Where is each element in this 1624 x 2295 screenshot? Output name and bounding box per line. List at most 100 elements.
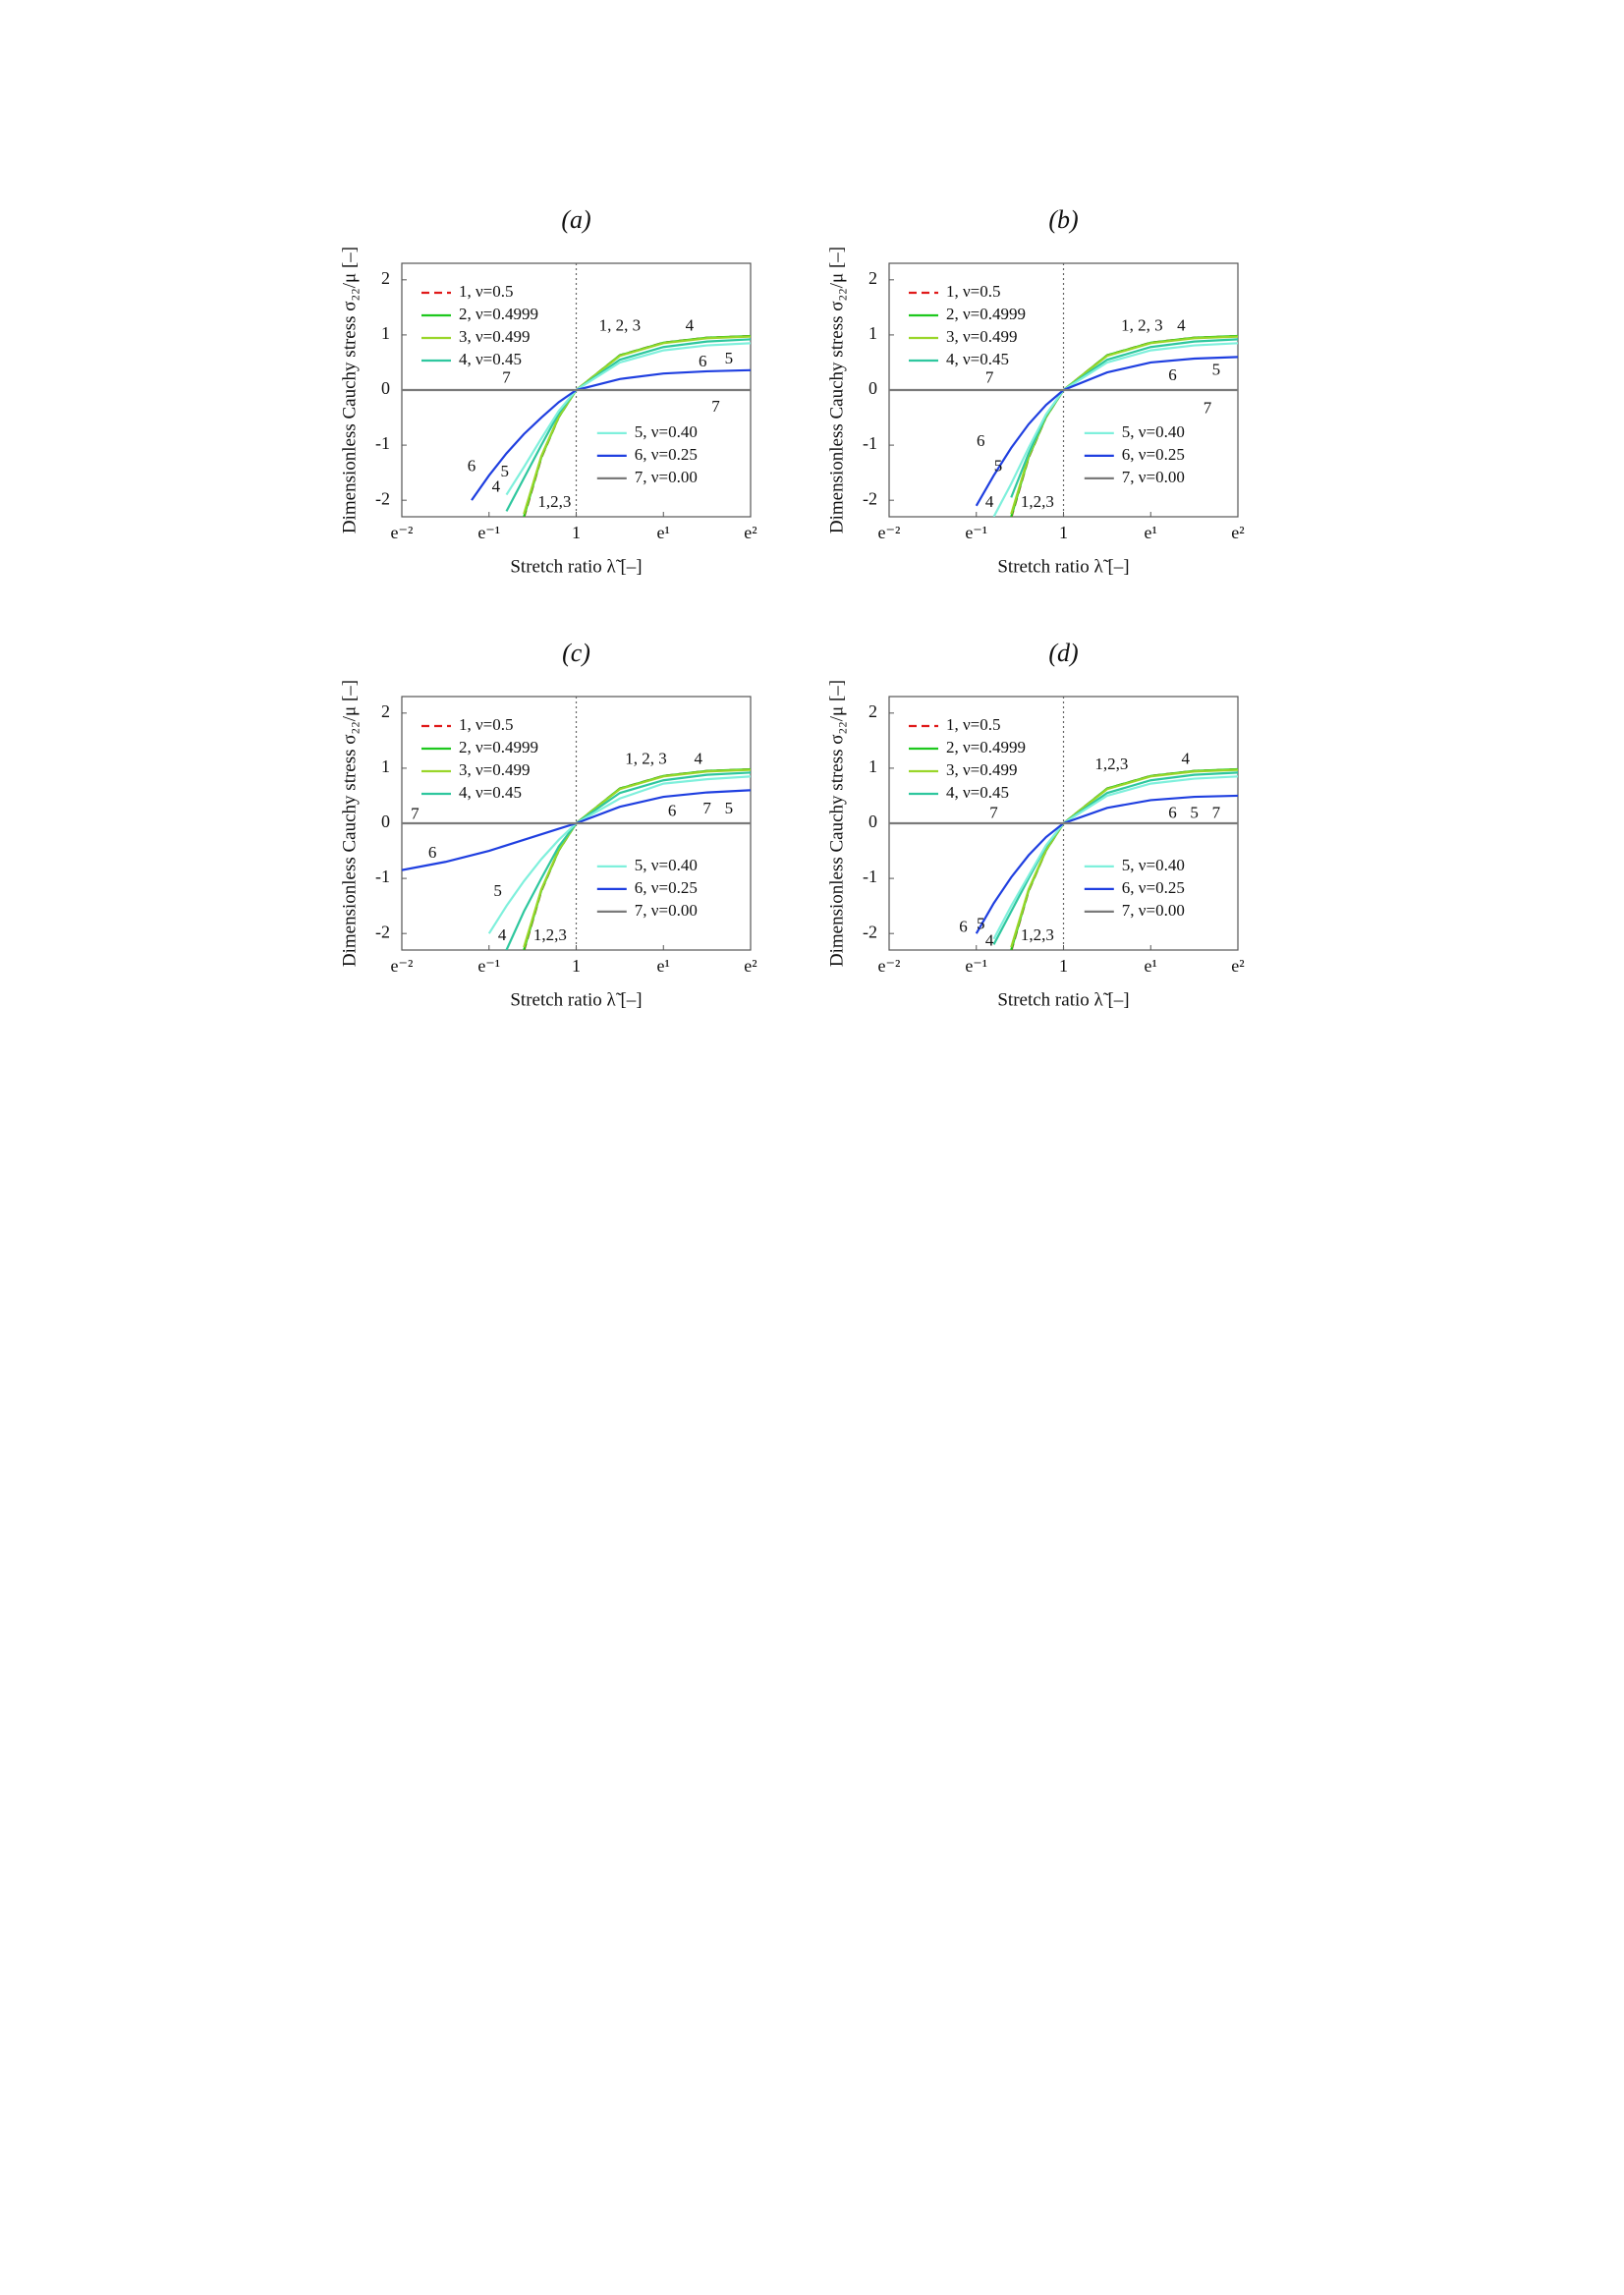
legend-label: 3, ν=0.499: [459, 760, 531, 779]
curve-label: 4: [985, 930, 994, 949]
curve-label: 5: [1212, 360, 1221, 378]
y-tick-label: 1: [381, 323, 390, 343]
curve-label: 4: [492, 477, 501, 496]
legend-label: 3, ν=0.499: [946, 327, 1018, 346]
series-line: [975, 794, 1238, 934]
series-line: [975, 356, 1238, 507]
y-tick-label: -2: [863, 922, 877, 941]
curve-label: 5: [493, 881, 502, 900]
curve-label: 1, 2, 3: [599, 315, 642, 334]
curve-label: 1, 2, 3: [625, 749, 667, 767]
x-tick-label: e⁻¹: [477, 956, 500, 976]
curve-label: 6: [959, 917, 968, 935]
x-axis-label: Stretch ratio λ̃ [–]: [510, 989, 642, 1010]
legend-label: 3, ν=0.499: [946, 760, 1018, 779]
curve-label: 5: [725, 349, 734, 367]
curve-label: 1,2,3: [1021, 925, 1054, 944]
series-line: [505, 342, 751, 496]
chart-title: (c): [562, 639, 590, 667]
x-tick-label: e⁻¹: [965, 523, 987, 542]
y-tick-label: 2: [868, 268, 877, 288]
y-tick-label: 1: [868, 756, 877, 776]
chart: (b) Stretch ratio λ̃ [–] Dimensionless Cau…: [826, 205, 1244, 577]
y-tick-label: -2: [375, 922, 390, 941]
curve-label: 1, 2, 3: [1121, 315, 1163, 334]
y-tick-label: 2: [868, 701, 877, 721]
legend-label: 2, ν=0.4999: [946, 738, 1026, 756]
y-tick-label: -1: [375, 433, 390, 453]
legend-label: 5, ν=0.40: [1122, 856, 1185, 874]
legend-label: 7, ν=0.00: [635, 468, 698, 486]
y-tick-label: 2: [381, 701, 390, 721]
y-tick-label: 1: [381, 756, 390, 776]
curve-label: 1,2,3: [533, 925, 567, 944]
curve-label: 4: [1182, 749, 1191, 767]
chart: (d) Stretch ratio λ̃ [–] Dimensionless Cau…: [826, 639, 1244, 1010]
x-tick-label: e²: [744, 956, 756, 976]
curve-label: 5: [994, 456, 1003, 475]
y-tick-label: -1: [863, 867, 877, 886]
x-tick-label: e²: [1231, 956, 1244, 976]
x-tick-label: e⁻²: [391, 956, 414, 976]
curve-label: 7: [702, 799, 711, 817]
legend-label: 2, ν=0.4999: [459, 305, 538, 323]
y-tick-label: 0: [868, 378, 877, 398]
curve-label: 1,2,3: [1094, 755, 1128, 773]
legend-label: 1, ν=0.5: [946, 282, 1001, 301]
curve-label: 5: [1190, 803, 1199, 821]
curve-label: 7: [711, 397, 720, 416]
series-line: [1010, 338, 1238, 498]
legend-label: 3, ν=0.499: [459, 327, 531, 346]
x-tick-label: e⁻¹: [965, 956, 987, 976]
legend-label: 7, ν=0.00: [1122, 468, 1185, 486]
curve-label: 5: [500, 462, 509, 480]
series-line: [992, 771, 1238, 945]
series-line: [505, 771, 751, 950]
x-tick-label: 1: [572, 523, 581, 542]
x-tick-label: e¹: [657, 523, 670, 542]
legend-label: 4, ν=0.45: [946, 783, 1009, 802]
legend-label: 5, ν=0.40: [635, 422, 698, 441]
series-line: [471, 368, 751, 501]
y-tick-label: -2: [863, 488, 877, 508]
x-tick-label: e²: [744, 523, 756, 542]
legend-label: 1, ν=0.5: [459, 715, 514, 734]
legend-label: 2, ν=0.4999: [946, 305, 1026, 323]
x-tick-label: e⁻²: [878, 523, 901, 542]
curve-label: 6: [468, 456, 476, 475]
series-line: [505, 338, 751, 512]
curve-label: 4: [498, 925, 507, 944]
y-tick-label: 0: [381, 812, 390, 831]
series-line: [992, 775, 1238, 940]
curve-label: 7: [411, 804, 420, 822]
legend-label: 5, ν=0.40: [1122, 422, 1185, 441]
y-tick-label: 1: [868, 323, 877, 343]
curve-label: 4: [1177, 315, 1186, 334]
chart: (c) Stretch ratio λ̃ [–] Dimensionless Cau…: [339, 639, 756, 1010]
curve-label: 5: [977, 915, 985, 933]
series-line: [402, 789, 751, 871]
series-line: [523, 768, 751, 948]
series-line: [523, 335, 751, 515]
series-line: [1010, 768, 1238, 948]
legend-label: 4, ν=0.45: [946, 350, 1009, 368]
x-tick-label: e⁻²: [391, 523, 414, 542]
y-tick-label: -1: [863, 433, 877, 453]
x-tick-label: 1: [1059, 956, 1068, 976]
x-tick-label: e⁻¹: [477, 523, 500, 542]
legend-label: 1, ν=0.5: [459, 282, 514, 301]
x-axis-label: Stretch ratio λ̃ [–]: [510, 556, 642, 577]
x-tick-label: e¹: [1145, 523, 1157, 542]
x-tick-label: e⁻²: [878, 956, 901, 976]
curve-label: 7: [985, 368, 994, 387]
x-axis-label: Stretch ratio λ̃ [–]: [997, 989, 1129, 1010]
curve-label: 5: [725, 799, 734, 817]
series-line: [992, 342, 1238, 517]
x-tick-label: e¹: [657, 956, 670, 976]
y-tick-label: -2: [375, 488, 390, 508]
y-tick-label: -1: [375, 867, 390, 886]
y-tick-label: 0: [381, 378, 390, 398]
curve-label: 6: [1168, 365, 1177, 384]
